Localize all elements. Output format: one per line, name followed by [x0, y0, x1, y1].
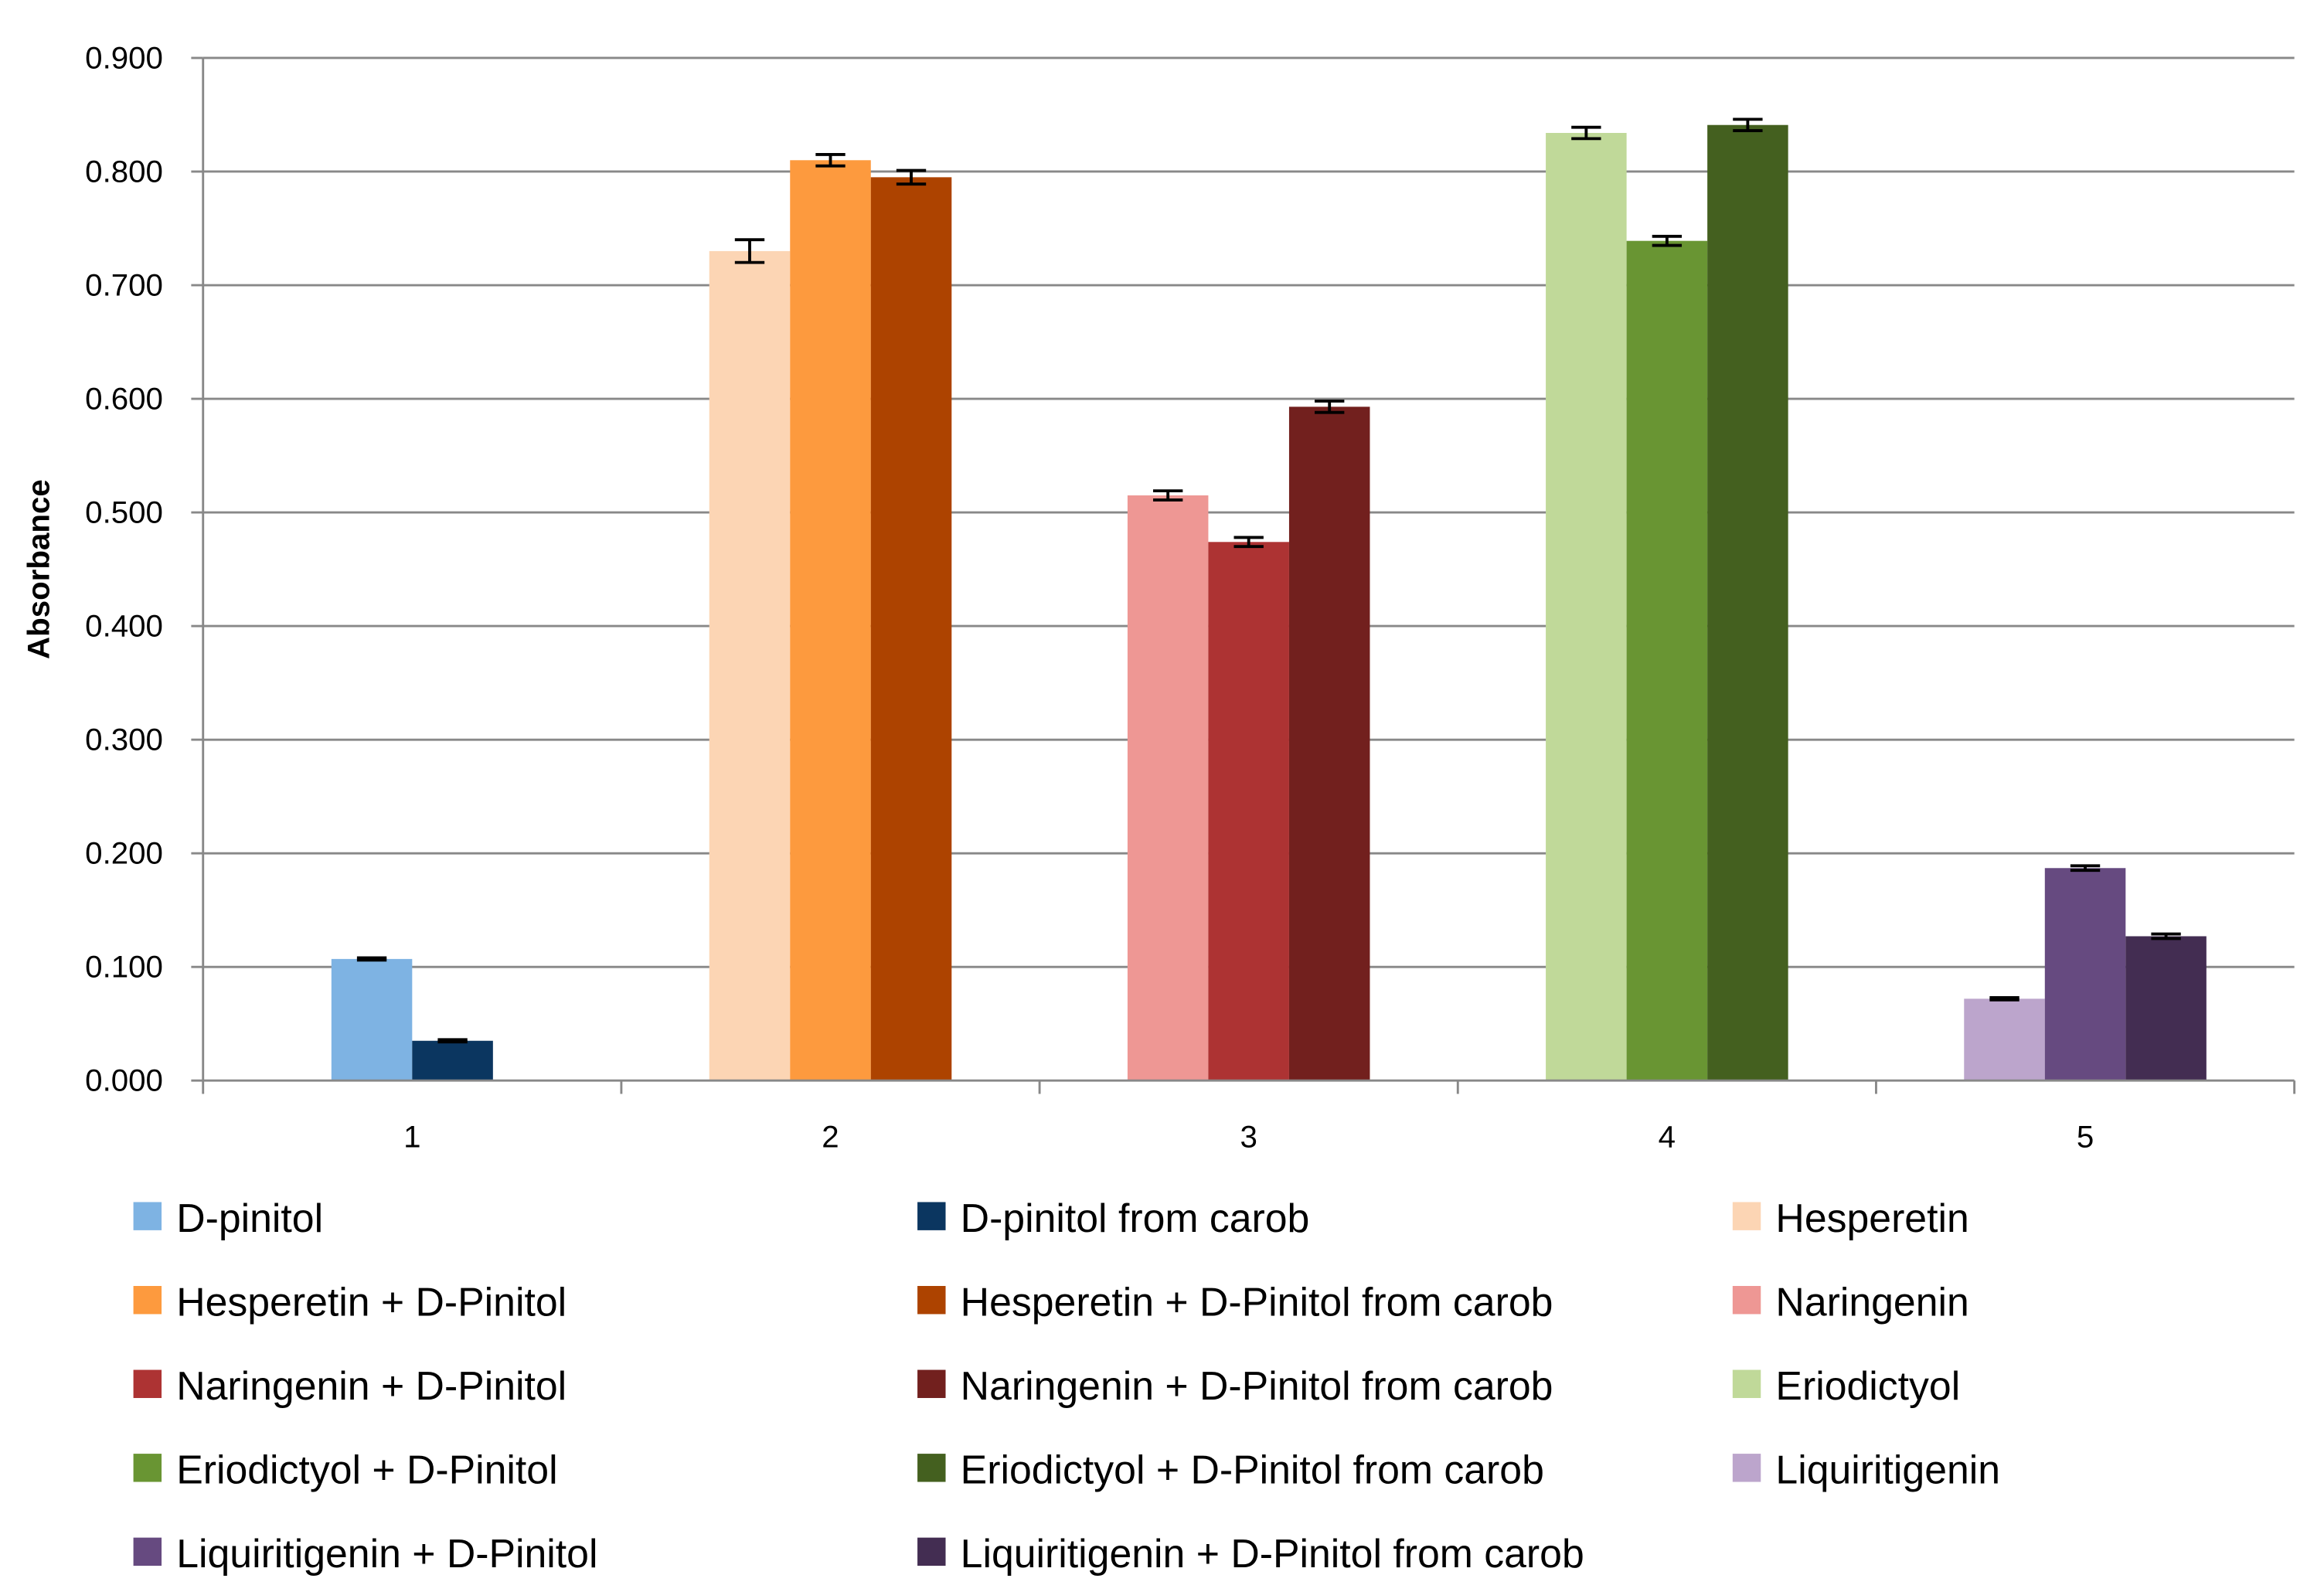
legend-label: Liquiritigenin [1775, 1447, 2000, 1492]
legend-label: Eriodictyol + D-Pinitol from carob [961, 1447, 1544, 1492]
legend-item: Naringenin [1732, 1279, 1969, 1324]
error-bar [1315, 400, 1345, 414]
error-bar [1571, 125, 1601, 141]
error-bar [815, 153, 846, 168]
legend-label: Naringenin + D-Pinitol [176, 1363, 567, 1408]
x-tick-label: 5 [2077, 1120, 2094, 1155]
legend-item: D-pinitol [133, 1196, 323, 1240]
bar [1546, 133, 1627, 1081]
bar [1288, 407, 1370, 1081]
legend-item: Liquiritigenin + D-Pinitol [133, 1531, 597, 1576]
legend-item: Liquiritigenin [1732, 1447, 2000, 1492]
legend-label: Naringenin + D-Pinitol from carob [961, 1363, 1553, 1408]
error-bar [1989, 995, 2019, 1002]
x-tick-label: 3 [1240, 1120, 1257, 1155]
legend-item: Eriodictyol + D-Pinitol from carob [917, 1447, 1544, 1492]
y-tick-label: 0.100 [85, 950, 163, 985]
y-tick-label: 0.400 [85, 609, 163, 644]
axes [202, 57, 2295, 1082]
legend-swatch [1732, 1369, 1761, 1398]
gridlines [202, 56, 2295, 968]
legend-swatch [133, 1286, 162, 1315]
error-bar [1733, 117, 1763, 132]
legend-label: Eriodictyol [1775, 1363, 1960, 1408]
bar [331, 958, 413, 1081]
y-tick-label: 0.000 [85, 1063, 163, 1098]
legend-item: Hesperetin [1732, 1196, 1969, 1240]
bar [1964, 998, 2045, 1081]
bar [412, 1040, 493, 1081]
bar [1626, 240, 1708, 1081]
legend-item: Hesperetin + D-Pinitol from carob [917, 1279, 1553, 1324]
y-axis-label: Absorbance [21, 479, 56, 659]
y-axis-ticks: 0.000 0.100 0.200 0.300 0.400 0.500 0.600 0.700… [85, 40, 203, 1098]
legend-label: D-pinitol [176, 1196, 323, 1240]
bar [709, 250, 791, 1081]
bar [1707, 124, 1788, 1081]
legend-swatch [133, 1369, 162, 1398]
bar [1127, 495, 1209, 1081]
x-tick-label: 1 [403, 1120, 420, 1155]
legend: D-pinitol D-pinitol from carob Hesperetin H… [133, 1196, 2000, 1576]
bars [331, 117, 2207, 1081]
legend-swatch [917, 1286, 946, 1315]
error-bar [2151, 932, 2181, 941]
legend-swatch [917, 1369, 946, 1398]
legend-label: Liquiritigenin + D-Pinitol from carob [961, 1531, 1584, 1576]
legend-item: Hesperetin + D-Pinitol [133, 1279, 567, 1324]
error-bar [356, 956, 387, 962]
legend-item: Eriodictyol + D-Pinitol [133, 1447, 558, 1492]
legend-label: Hesperetin + D-Pinitol [176, 1279, 567, 1324]
error-bar [437, 1038, 468, 1044]
legend-swatch [1732, 1202, 1761, 1230]
legend-swatch [1732, 1454, 1761, 1482]
error-bar [896, 168, 927, 186]
legend-item: Liquiritigenin + D-Pinitol from carob [917, 1531, 1584, 1576]
legend-item: D-pinitol from carob [917, 1196, 1309, 1240]
y-tick-label: 0.800 [85, 154, 163, 189]
legend-swatch [133, 1537, 162, 1566]
legend-label: Eriodictyol + D-Pinitol [176, 1447, 557, 1492]
legend-label: Liquiritigenin + D-Pinitol [176, 1531, 597, 1576]
legend-swatch [917, 1454, 946, 1482]
y-tick-label: 0.900 [85, 40, 163, 75]
y-tick-label: 0.600 [85, 381, 163, 416]
x-tick-label: 4 [1659, 1120, 1676, 1155]
y-tick-label: 0.300 [85, 723, 163, 757]
error-bar [1233, 536, 1264, 549]
y-tick-label: 0.700 [85, 267, 163, 302]
error-bar [1152, 489, 1183, 502]
x-tick-label: 2 [822, 1120, 839, 1155]
error-bar [2070, 864, 2101, 873]
bar [2044, 868, 2126, 1081]
bar [870, 177, 952, 1081]
legend-swatch [917, 1537, 946, 1566]
y-tick-label: 0.200 [85, 836, 163, 871]
legend-label: Hesperetin [1775, 1196, 1968, 1240]
x-axis-ticks: 1 2 3 4 5 [202, 1080, 2296, 1155]
legend-item: Naringenin + D-Pinitol [133, 1363, 567, 1408]
error-bar [734, 238, 765, 264]
bar [1208, 542, 1289, 1081]
y-tick-label: 0.500 [85, 495, 163, 529]
legend-label: Naringenin [1775, 1279, 1968, 1324]
bar [2125, 936, 2207, 1081]
legend-label: D-pinitol from carob [961, 1196, 1310, 1240]
legend-item: Eriodictyol [1732, 1363, 1960, 1408]
legend-label: Hesperetin + D-Pinitol from carob [961, 1279, 1553, 1324]
legend-swatch [133, 1202, 162, 1230]
legend-swatch [133, 1454, 162, 1482]
bar [790, 160, 871, 1081]
legend-item: Naringenin + D-Pinitol from carob [917, 1363, 1553, 1408]
legend-swatch [1732, 1286, 1761, 1315]
legend-swatch [917, 1202, 946, 1230]
error-bar [1652, 234, 1683, 247]
